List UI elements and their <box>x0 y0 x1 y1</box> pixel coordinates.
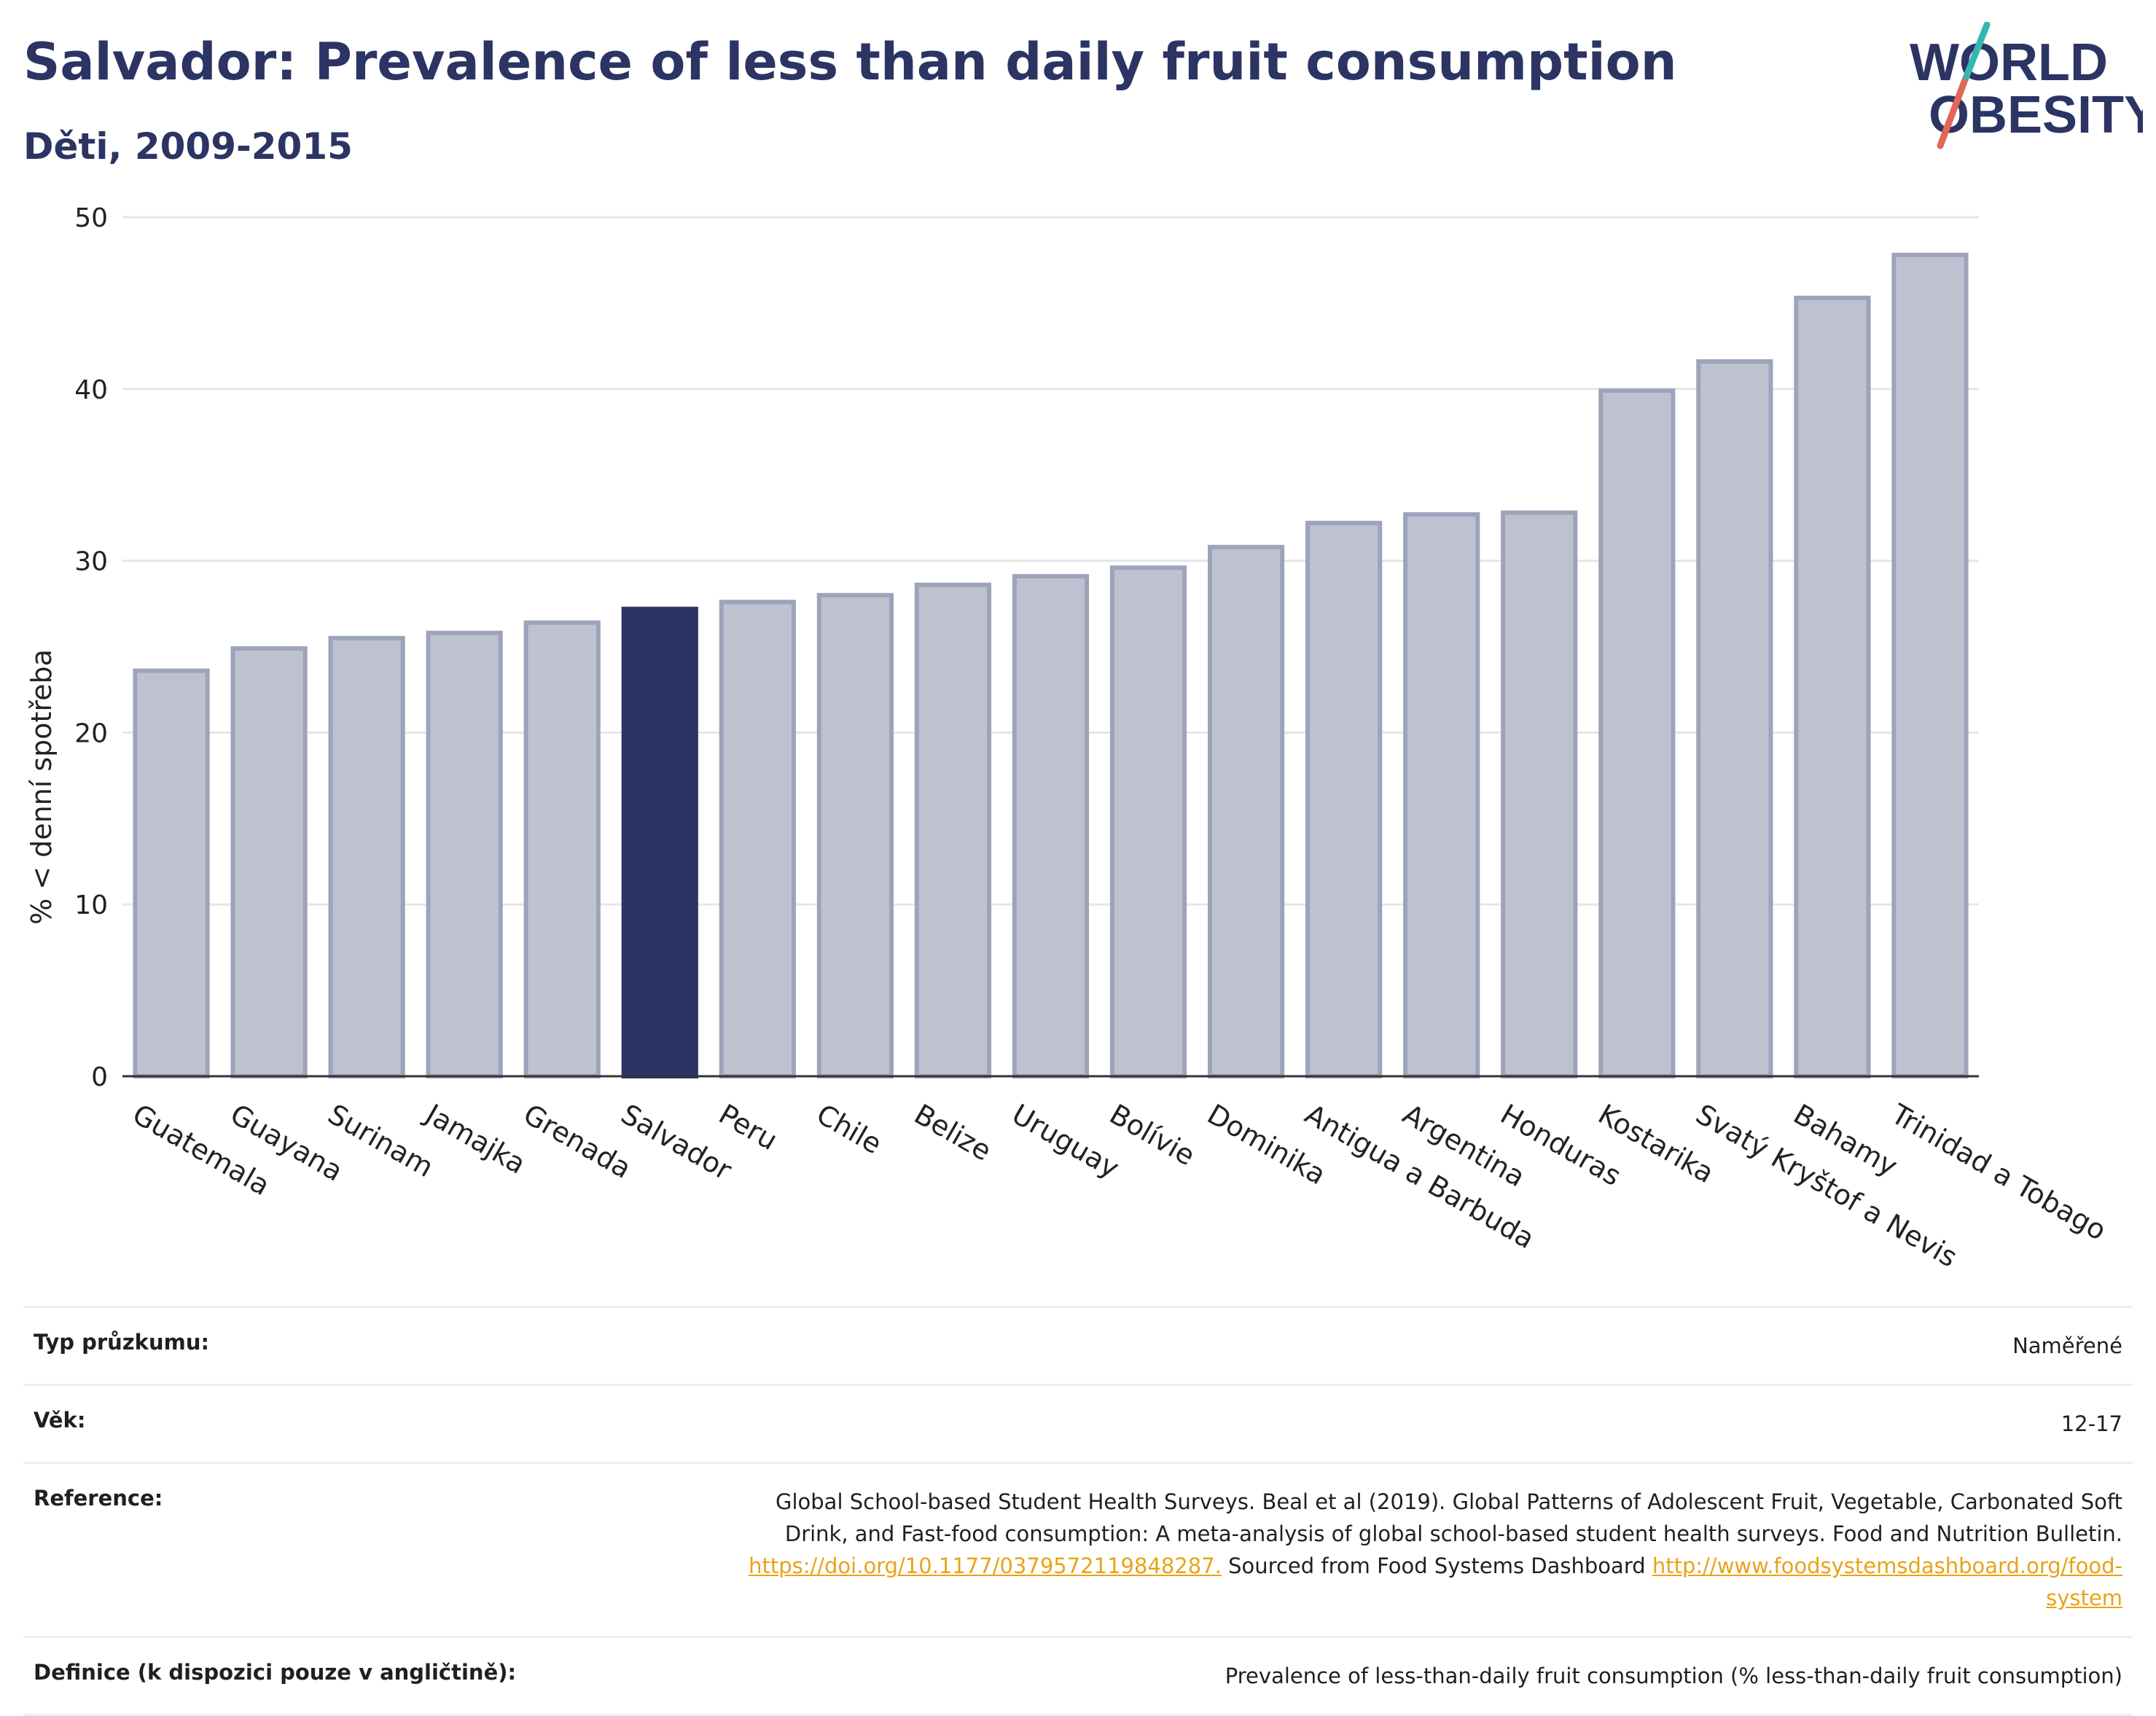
bar <box>1208 544 1285 1078</box>
chart-title: Salvador: Prevalence of less than daily … <box>23 32 1677 92</box>
bar <box>133 668 210 1078</box>
bar <box>719 600 796 1078</box>
bars <box>133 252 1969 1079</box>
food-systems-link[interactable]: http://www.foodsystemsdashboard.org/food… <box>1652 1554 2122 1610</box>
meta-value: Naměřené <box>700 1306 2133 1385</box>
y-tick-label: 50 <box>74 203 108 233</box>
world-obesity-logo: WORLD OBESITY <box>1910 22 2143 149</box>
bar <box>426 630 503 1078</box>
meta-label: Věk: <box>23 1384 700 1463</box>
x-tick-label: Jamajka <box>419 1097 531 1180</box>
doi-link[interactable]: https://doi.org/10.1177/0379572119848287… <box>749 1554 1222 1578</box>
x-tick-label: Uruguay <box>1007 1098 1125 1185</box>
reference-text: Global School-based Student Health Surve… <box>776 1489 2122 1546</box>
bar <box>816 592 894 1078</box>
meta-label: Definice (k dispozici pouze v angličtině… <box>23 1636 700 1716</box>
bar <box>1891 252 1969 1079</box>
bar-chart: 01020304050GuatemalaGuayanaSurinamJamajk… <box>26 203 2112 1274</box>
meta-label: Typ průzkumu: <box>23 1306 700 1385</box>
meta-row-age: Věk: 12-17 <box>23 1384 2133 1463</box>
logo-slash-teal <box>1961 22 1991 85</box>
y-tick-label: 0 <box>91 1062 108 1092</box>
bar <box>1403 512 1480 1078</box>
y-tick-label: 30 <box>74 547 108 577</box>
logo-text-world: WORLD <box>1910 34 2108 92</box>
bar <box>523 620 601 1078</box>
meta-row-survey-type: Typ průzkumu: Naměřené <box>23 1306 2133 1385</box>
y-tick-label: 20 <box>74 718 108 748</box>
meta-row-reference: Reference: Global School-based Student H… <box>23 1462 2133 1637</box>
reference-source-text: Sourced from Food Systems Dashboard <box>1228 1554 1646 1578</box>
x-tick-label: Belize <box>909 1098 997 1167</box>
bar <box>1501 510 1578 1078</box>
metadata-table: Typ průzkumu: Naměřené Věk: 12-17 Refere… <box>23 1306 2133 1716</box>
y-tick-label: 40 <box>74 375 108 405</box>
logo-slash-coral <box>1937 78 1968 149</box>
y-axis-label: % < denní spotřeba <box>26 649 58 925</box>
bar <box>328 635 405 1078</box>
y-tick-label: 10 <box>74 890 108 920</box>
meta-value: 12-17 <box>700 1384 2133 1463</box>
x-tick-label: Grenada <box>518 1098 637 1185</box>
logo-text-obesity: OBESITY <box>1929 86 2143 144</box>
bar <box>230 646 308 1078</box>
x-tick-label: Chile <box>811 1098 887 1161</box>
chart-subtitle: Děti, 2009-2015 <box>23 125 353 168</box>
bar <box>1696 359 1773 1078</box>
meta-row-definition: Definice (k dispozici pouze v angličtině… <box>23 1636 2133 1716</box>
bar <box>1794 295 1871 1078</box>
x-tick-label: Salvador <box>616 1098 738 1187</box>
meta-value: Prevalence of less-than-daily fruit cons… <box>700 1636 2133 1716</box>
bar <box>1598 388 1676 1078</box>
bar <box>1305 520 1383 1078</box>
bar <box>914 582 992 1078</box>
bar <box>1012 573 1090 1078</box>
meta-value: Global School-based Student Health Surve… <box>700 1462 2133 1637</box>
bar <box>1109 565 1187 1078</box>
meta-label: Reference: <box>23 1462 700 1637</box>
bar-highlight <box>621 606 698 1078</box>
x-tick-label: Peru <box>714 1098 783 1156</box>
